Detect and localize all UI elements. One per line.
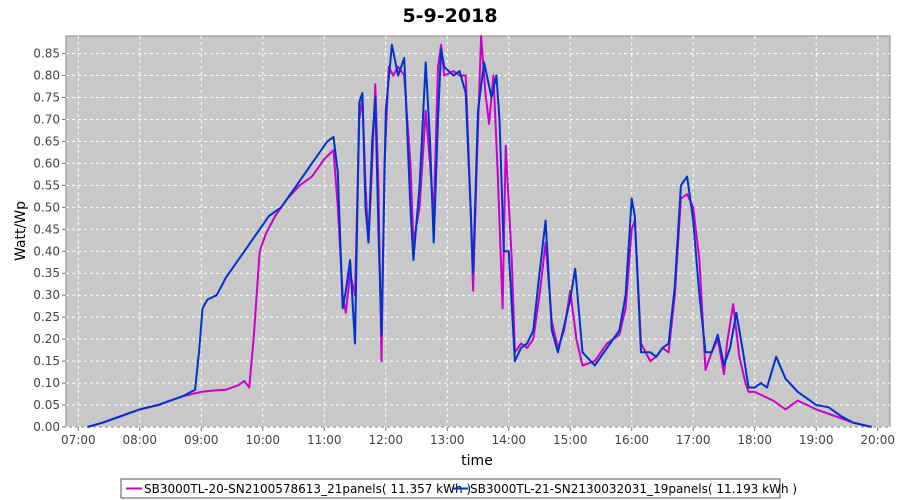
y-tick-label: 0.85	[33, 47, 60, 61]
y-tick-label: 0.30	[33, 288, 60, 302]
y-tick-label: 0.55	[33, 178, 60, 192]
x-tick-label: 12:00	[368, 433, 403, 447]
legend-label-1: SB3000TL-20-SN2100578613_21panels( 11.35…	[144, 482, 471, 496]
x-tick-label: 07:00	[61, 433, 96, 447]
y-tick-label: 0.70	[33, 112, 60, 126]
series-line-2	[87, 43, 872, 428]
y-tick-label: 0.50	[33, 200, 60, 214]
x-axis: 07:00 08:00 09:00 10:00 11:00 12:00 13:00 14:00…	[61, 427, 895, 447]
series-group	[87, 35, 872, 428]
legend: SB3000TL-20-SN2100578613_21panels( 11.35…	[120, 478, 797, 499]
y-tick-label: 0.60	[33, 156, 60, 170]
grid	[66, 36, 890, 428]
x-tick-label: 13:00	[430, 433, 465, 447]
legend-box	[120, 478, 781, 499]
y-tick-label: 0.25	[33, 310, 60, 324]
y-tick-label: 0.75	[33, 91, 60, 105]
x-tick-label: 10:00	[245, 433, 280, 447]
x-tick-label: 09:00	[184, 433, 219, 447]
x-tick-label: 08:00	[122, 433, 157, 447]
y-tick-label: 0.15	[33, 354, 60, 368]
y-tick-label: 0.05	[33, 398, 60, 412]
x-axis-label: time	[461, 453, 493, 469]
y-tick-label: 0.10	[33, 376, 60, 390]
x-tick-label: 11:00	[307, 433, 342, 447]
y-tick-label: 0.80	[33, 69, 60, 83]
x-tick-label: 20:00	[860, 433, 895, 447]
plot-area	[65, 35, 891, 428]
y-axis-label: Watt/Wp	[13, 201, 29, 261]
y-tick-label: 0.65	[33, 134, 60, 148]
x-tick-label: 18:00	[737, 433, 772, 447]
y-tick-label: 0.45	[33, 222, 60, 236]
y-axis: 0.00 0.05 0.10 0.15 0.20 0.25 0.30 0.35 0.40 0.45…	[33, 47, 66, 434]
y-tick-label: 0.40	[33, 244, 60, 258]
x-tick-label: 16:00	[614, 433, 649, 447]
chart-title: 5-9-2018	[402, 5, 497, 27]
y-tick-label: 0.20	[33, 332, 60, 346]
legend-label-2: SB3000TL-21-SN2130032031_19panels( 11.19…	[470, 482, 797, 496]
x-tick-label: 14:00	[491, 433, 526, 447]
x-tick-label: 17:00	[676, 433, 711, 447]
x-tick-label: 19:00	[799, 433, 834, 447]
x-tick-label: 15:00	[553, 433, 588, 447]
y-tick-label: 0.00	[33, 420, 60, 434]
y-tick-label: 0.35	[33, 266, 60, 280]
